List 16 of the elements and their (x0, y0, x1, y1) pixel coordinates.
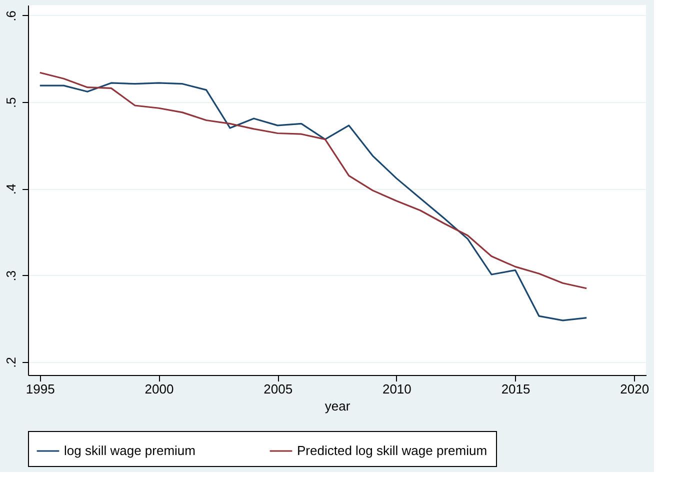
line-series (39, 82, 588, 322)
y-tick-label: .2 (4, 357, 18, 368)
y-tick-label: .6 (4, 10, 18, 22)
line-series (39, 72, 588, 290)
x-tick-label: 2010 (382, 382, 412, 396)
x-axis-title: year (324, 398, 351, 414)
y-tick-label: .3 (4, 270, 18, 282)
x-tick-label: 2000 (144, 382, 174, 396)
legend-label: log skill wage premium (64, 443, 196, 458)
legend-label: Predicted log skill wage premium (297, 443, 488, 458)
x-tick-label: 2015 (501, 382, 530, 396)
y-tick-label: .4 (4, 184, 18, 195)
x-tick-label: 1995 (26, 382, 55, 396)
y-tick-label: .5 (4, 97, 18, 108)
x-tick-label: 2005 (264, 382, 293, 396)
x-tick-label: 2020 (620, 382, 650, 396)
